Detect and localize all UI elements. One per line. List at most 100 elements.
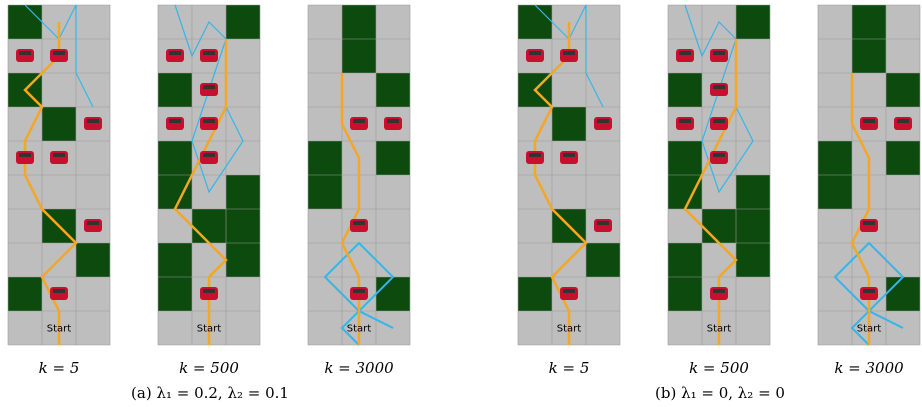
car-window bbox=[563, 51, 575, 55]
grass-cell bbox=[818, 141, 852, 175]
panel-caption: k = 3000 bbox=[324, 359, 394, 377]
car bbox=[166, 49, 184, 62]
car bbox=[894, 117, 912, 130]
car-window bbox=[563, 153, 575, 157]
orange-trajectory bbox=[683, 39, 738, 345]
car-window bbox=[897, 119, 909, 123]
grass-cell bbox=[158, 141, 192, 175]
grass-cell bbox=[342, 39, 376, 73]
car bbox=[200, 151, 218, 164]
grass-cell bbox=[342, 5, 376, 39]
grass-cell bbox=[192, 209, 226, 243]
car-window bbox=[713, 51, 725, 55]
car-window bbox=[53, 153, 65, 157]
grass-cell bbox=[668, 73, 702, 107]
grass-cell bbox=[586, 243, 620, 277]
grass-cell bbox=[158, 277, 192, 311]
grass-cell bbox=[8, 5, 42, 39]
panel-caption: k = 5 bbox=[549, 359, 590, 377]
orange-trajectory bbox=[533, 22, 588, 345]
car bbox=[710, 83, 728, 96]
grass-cell bbox=[518, 5, 552, 39]
car bbox=[676, 117, 694, 130]
car-window bbox=[203, 85, 215, 89]
car bbox=[50, 151, 68, 164]
start-label: Start bbox=[707, 323, 732, 334]
car bbox=[860, 117, 878, 130]
grass-cell bbox=[668, 243, 702, 277]
car bbox=[16, 151, 34, 164]
car bbox=[200, 49, 218, 62]
car-window bbox=[863, 221, 875, 225]
grass-cell bbox=[376, 73, 410, 107]
grid-panel: Start bbox=[667, 4, 771, 346]
car-window bbox=[19, 51, 31, 55]
grass-cell bbox=[818, 175, 852, 209]
grass-cell bbox=[668, 175, 702, 209]
grass-cell bbox=[852, 5, 886, 39]
car bbox=[200, 83, 218, 96]
car-window bbox=[713, 153, 725, 157]
orange-trajectory bbox=[23, 22, 78, 345]
grass-cell bbox=[852, 39, 886, 73]
grass-cell bbox=[76, 243, 110, 277]
car bbox=[84, 219, 102, 232]
car bbox=[594, 219, 612, 232]
car bbox=[200, 117, 218, 130]
grass-cell bbox=[376, 141, 410, 175]
car-window bbox=[863, 289, 875, 293]
grass-cell bbox=[226, 5, 260, 39]
car bbox=[350, 117, 368, 130]
panel-caption: k = 500 bbox=[689, 359, 749, 377]
grass-cell bbox=[226, 243, 260, 277]
grid-panel: Start bbox=[517, 4, 621, 346]
car-window bbox=[563, 289, 575, 293]
grass-cell bbox=[226, 209, 260, 243]
grass-cell bbox=[736, 175, 770, 209]
grass-cell bbox=[226, 175, 260, 209]
car-window bbox=[713, 289, 725, 293]
grid-panel: Start bbox=[817, 4, 921, 346]
grass-cell bbox=[308, 141, 342, 175]
start-label: Start bbox=[47, 323, 72, 334]
car bbox=[860, 287, 878, 300]
start-label: Start bbox=[857, 323, 882, 334]
start-label: Start bbox=[197, 323, 222, 334]
car bbox=[710, 287, 728, 300]
car-window bbox=[87, 221, 99, 225]
car-window bbox=[353, 119, 365, 123]
car-window bbox=[597, 221, 609, 225]
car bbox=[710, 151, 728, 164]
grass-cell bbox=[668, 277, 702, 311]
orange-trajectory bbox=[850, 73, 871, 345]
grass-cell bbox=[158, 243, 192, 277]
car bbox=[594, 117, 612, 130]
panel-caption: k = 5 bbox=[39, 359, 80, 377]
car-window bbox=[597, 119, 609, 123]
grass-cell bbox=[736, 5, 770, 39]
car-window bbox=[87, 119, 99, 123]
grass-cell bbox=[736, 243, 770, 277]
grass-cell bbox=[518, 277, 552, 311]
car-window bbox=[203, 153, 215, 157]
grass-cell bbox=[376, 277, 410, 311]
car bbox=[560, 151, 578, 164]
car-window bbox=[713, 85, 725, 89]
subcaption: (b) λ₁ = 0, λ₂ = 0 bbox=[655, 384, 785, 402]
grass-cell bbox=[886, 73, 920, 107]
car bbox=[384, 117, 402, 130]
car-window bbox=[353, 221, 365, 225]
grass-cell bbox=[668, 141, 702, 175]
car bbox=[526, 49, 544, 62]
car-window bbox=[353, 289, 365, 293]
car bbox=[16, 49, 34, 62]
car-window bbox=[387, 119, 399, 123]
car bbox=[50, 49, 68, 62]
car bbox=[676, 49, 694, 62]
grass-cell bbox=[308, 175, 342, 209]
car-window bbox=[169, 119, 181, 123]
car-window bbox=[863, 119, 875, 123]
car bbox=[526, 151, 544, 164]
car-window bbox=[19, 153, 31, 157]
